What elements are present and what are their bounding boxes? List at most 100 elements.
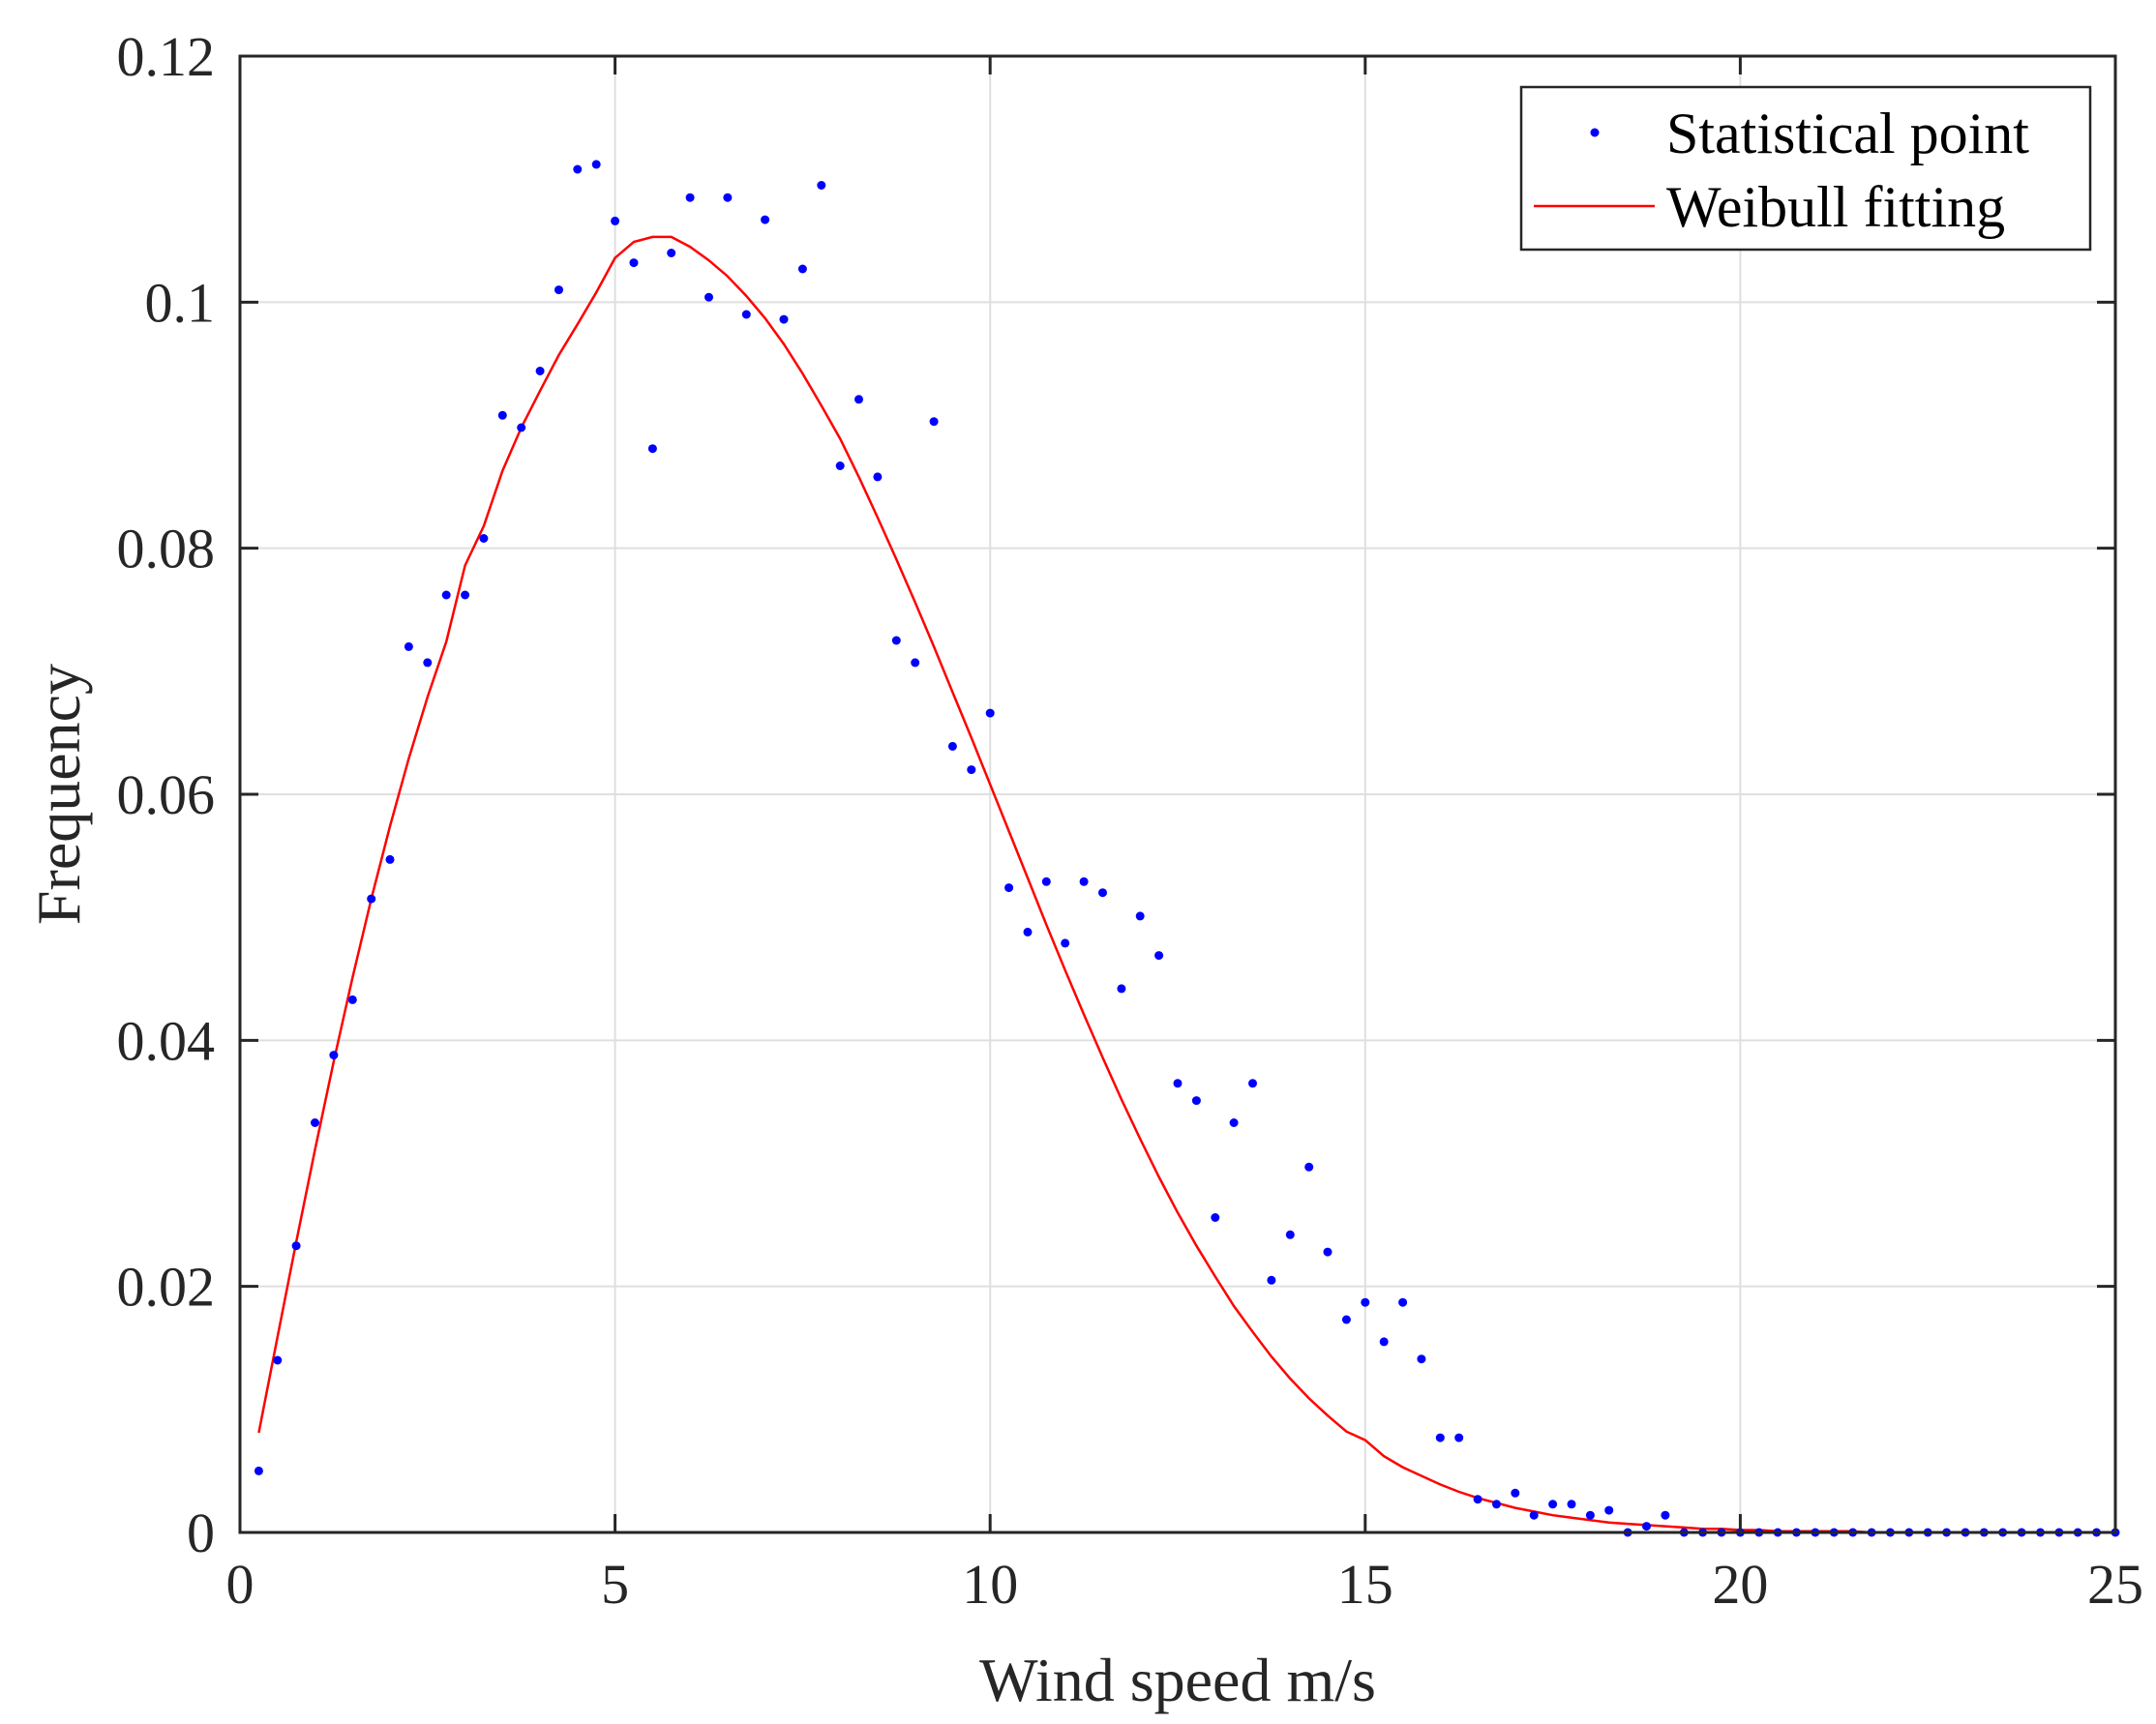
statistical-point: [1435, 1433, 1445, 1442]
statistical-point: [461, 590, 470, 600]
y-tick-labels: 0 0.02 0.04 0.06 0.08 0.1 0.12: [117, 25, 216, 1564]
x-tick-labels: 0 5 10 15 20 25: [226, 1553, 2144, 1616]
x-tick-label: 15: [1337, 1553, 1393, 1616]
statistical-point: [1511, 1488, 1520, 1498]
statistical-point: [1098, 888, 1107, 898]
statistical-point: [1492, 1500, 1501, 1509]
legend: Statistical point Weibull fitting: [1519, 85, 2092, 252]
grid-lines: [240, 56, 2115, 1532]
statistical-point: [647, 444, 657, 454]
y-tick-label: 0.02: [117, 1256, 216, 1319]
statistical-point: [1191, 1096, 1201, 1106]
statistical-point: [685, 193, 695, 202]
statistical-point: [1041, 877, 1051, 886]
axis-ticks: [238, 54, 2117, 1534]
statistical-point: [404, 641, 413, 651]
statistical-point: [854, 395, 863, 404]
y-tick-label: 0.06: [117, 763, 216, 826]
statistical-point: [254, 1466, 263, 1475]
x-tick-label: 25: [2087, 1553, 2143, 1616]
statistical-point: [723, 193, 733, 202]
statistical-point: [367, 894, 376, 904]
statistical-point: [1567, 1500, 1576, 1509]
statistical-point: [1285, 1230, 1295, 1239]
x-tick-label: 5: [601, 1553, 629, 1616]
x-tick-label: 20: [1712, 1553, 1768, 1616]
statistical-point: [911, 658, 920, 668]
statistical-point: [1304, 1162, 1314, 1172]
statistical-point: [761, 215, 770, 224]
statistical-point: [611, 216, 620, 225]
statistical-point: [629, 258, 639, 268]
statistical-point: [1398, 1297, 1408, 1307]
y-tick-label: 0.12: [117, 25, 216, 88]
statistical-point: [667, 249, 676, 257]
statistical-point: [479, 534, 489, 543]
statistical-point: [835, 461, 845, 470]
statistical-point: [554, 285, 563, 295]
statistical-point: [1061, 938, 1070, 948]
statistical-point: [1473, 1495, 1482, 1504]
statistical-point: [1248, 1079, 1257, 1088]
statistical-point: [517, 423, 526, 432]
statistical-point: [347, 995, 357, 1004]
statistical-point: [817, 181, 826, 190]
statistical-point: [797, 264, 807, 274]
statistical-point: [891, 636, 901, 645]
statistical-point: [1023, 927, 1033, 936]
statistical-point: [311, 1118, 319, 1127]
y-tick-label: 0.08: [117, 518, 216, 580]
statistical-point: [573, 164, 583, 174]
y-tick-label: 0: [187, 1501, 215, 1564]
statistical-point: [1548, 1500, 1558, 1509]
statistical-point: [1341, 1315, 1351, 1324]
statistical-point: [423, 658, 433, 668]
statistical-point: [1417, 1354, 1426, 1364]
statistical-point: [291, 1241, 301, 1251]
legend-point-marker: [1590, 128, 1600, 137]
statistical-point: [1117, 984, 1126, 994]
statistical-point: [704, 292, 713, 302]
y-axis-title: Frequency: [24, 664, 93, 925]
statistical-point: [1361, 1297, 1370, 1307]
statistical-points-layer: [254, 160, 2120, 1537]
statistical-point: [385, 854, 395, 864]
statistical-point: [985, 708, 995, 718]
statistical-point: [441, 590, 451, 600]
statistical-point: [1529, 1510, 1539, 1520]
statistical-point: [1229, 1118, 1239, 1127]
statistical-point: [1004, 883, 1014, 893]
statistical-point: [779, 314, 789, 324]
statistical-point: [497, 410, 507, 420]
statistical-point: [741, 310, 751, 319]
x-tick-label: 0: [226, 1553, 255, 1616]
statistical-point: [1379, 1337, 1389, 1347]
statistical-point: [967, 765, 976, 775]
x-axis-title: Wind speed m/s: [979, 1646, 1376, 1714]
statistical-point: [929, 417, 939, 427]
x-tick-label: 10: [962, 1553, 1018, 1616]
statistical-point: [273, 1355, 283, 1365]
statistical-point: [947, 741, 957, 751]
statistical-point: [1135, 911, 1145, 921]
statistical-point: [1079, 877, 1089, 886]
y-tick-label: 0.1: [145, 271, 216, 334]
legend-label-weibull-fitting: Weibull fitting: [1666, 175, 2005, 239]
statistical-point: [1585, 1510, 1595, 1520]
legend-box: [1519, 85, 2092, 252]
legend-label-statistical-point: Statistical point: [1666, 102, 2029, 165]
statistical-point: [1661, 1510, 1670, 1520]
statistical-point: [1154, 951, 1164, 961]
statistical-point: [535, 367, 545, 375]
statistical-point: [1604, 1505, 1614, 1515]
statistical-point: [1267, 1275, 1276, 1285]
statistical-point: [329, 1051, 339, 1060]
statistical-point: [1211, 1213, 1220, 1222]
y-tick-label: 0.04: [117, 1009, 216, 1072]
statistical-point: [1173, 1079, 1183, 1088]
statistical-point: [591, 160, 601, 169]
statistical-point: [1642, 1522, 1651, 1531]
statistical-point: [1323, 1247, 1333, 1257]
